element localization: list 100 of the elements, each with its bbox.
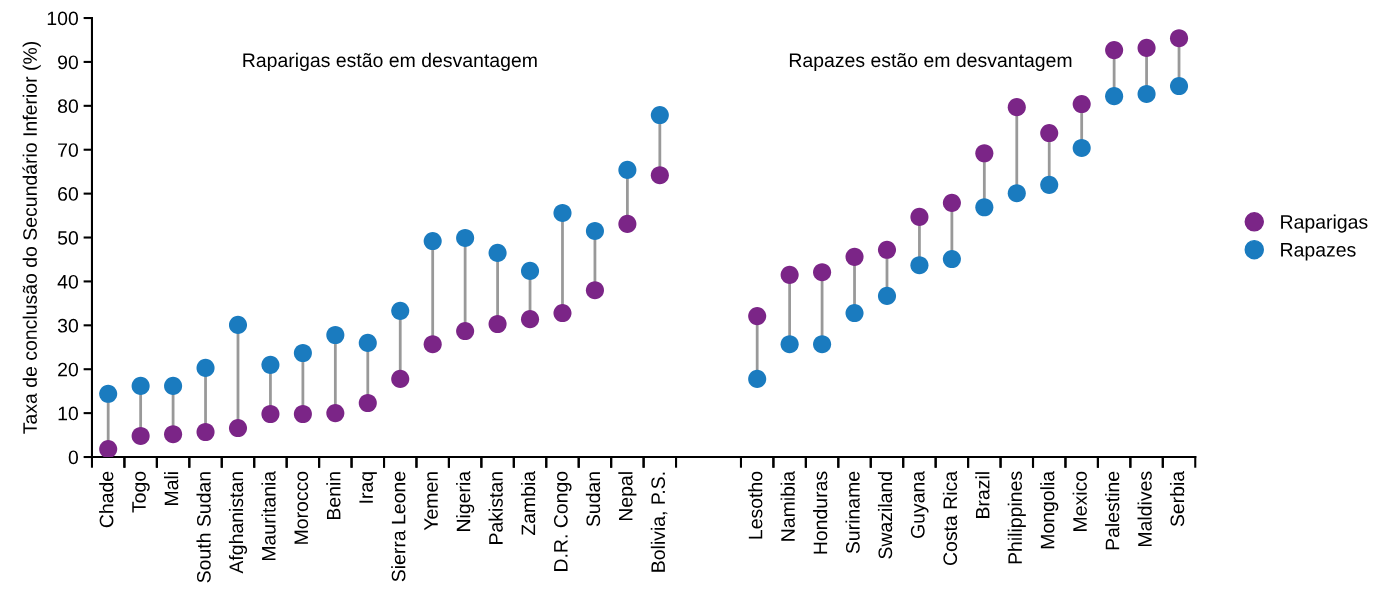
point (99, 440, 118, 458)
x-tick-label: Chade (99, 471, 114, 528)
point (1137, 84, 1156, 104)
point (877, 286, 897, 305)
point (326, 404, 345, 423)
x-tick-label: Serbia (1169, 470, 1185, 527)
point (813, 335, 832, 354)
point (1105, 41, 1124, 60)
point (488, 243, 507, 262)
legend-label: Raparigas (1281, 214, 1368, 233)
x-tick-label: Mali (164, 472, 179, 505)
point (391, 301, 410, 320)
x-tick-label: Nepal (618, 472, 637, 521)
y-tick-label: 70 (58, 143, 79, 157)
x-tick-label: D.R. Congo (553, 471, 572, 571)
x-tick-label: Sudan (585, 472, 601, 527)
x-tick-label: Zambia (520, 470, 536, 536)
point (391, 369, 410, 388)
point (261, 355, 280, 374)
point (456, 321, 475, 341)
point (618, 160, 637, 179)
x-tick-label: Nigeria (456, 470, 475, 531)
x-tick-label: Lesotho (748, 471, 763, 539)
point (618, 214, 637, 233)
point (975, 198, 994, 217)
point (780, 265, 799, 284)
legend-label: Rapazes (1281, 243, 1356, 261)
x-tick-label: Togo (132, 471, 150, 513)
point (1169, 29, 1189, 48)
point (456, 228, 475, 248)
point (845, 247, 864, 266)
x-tick-label: Swaziland (877, 472, 893, 559)
point (585, 281, 604, 300)
y-axis-title: Taxa de conclusão do Secundário Inferior (%) (22, 42, 41, 434)
point (942, 249, 961, 269)
x-tick-label: Brazil (975, 472, 990, 518)
point (1137, 38, 1156, 57)
point (228, 315, 248, 334)
x-tick-label: Pakistan (488, 472, 503, 544)
point (488, 314, 507, 334)
point (780, 335, 799, 354)
point (975, 144, 994, 163)
point (228, 418, 248, 438)
point (293, 343, 312, 363)
point (326, 325, 345, 345)
point (748, 369, 767, 388)
x-tick-label: Benin (326, 472, 341, 520)
point (553, 303, 572, 323)
x-tick-label: South Sudan (196, 472, 211, 583)
point (553, 203, 572, 222)
point (358, 333, 377, 352)
point (910, 256, 929, 275)
y-tick-label: 10 (58, 406, 79, 421)
y-tick-label: 30 (57, 318, 79, 333)
x-tick-label: Yemen (424, 472, 438, 531)
y-tick-label: 50 (57, 230, 79, 245)
point (1040, 123, 1059, 143)
point (1169, 77, 1189, 96)
point (423, 231, 442, 251)
y-tick-label: 100 (47, 11, 79, 26)
point (1072, 95, 1091, 114)
x-tick-label: Maldives (1137, 471, 1152, 547)
y-tick-label: 0 (68, 450, 79, 465)
y-tick-label: 80 (57, 99, 79, 114)
x-tick-label: Philippines (1007, 471, 1026, 564)
point (1007, 184, 1026, 203)
point (942, 193, 961, 212)
x-tick-label: Mexico (1072, 471, 1087, 531)
point (877, 240, 897, 259)
x-tick-label: Costa Rica (942, 470, 958, 566)
point (293, 404, 312, 424)
point (196, 358, 215, 377)
point (520, 261, 540, 280)
point (1007, 98, 1026, 117)
point (585, 221, 604, 240)
point (748, 307, 767, 326)
point (813, 263, 832, 282)
point (520, 310, 540, 329)
point (131, 376, 150, 395)
y-tick-label: 20 (58, 362, 79, 377)
x-tick-label: Sierra Leone (391, 471, 406, 582)
x-tick-label: Palestine (1105, 471, 1120, 550)
x-tick-label: Bolivia, P.S. (650, 472, 668, 572)
point (164, 425, 183, 444)
point (1040, 175, 1059, 194)
point (358, 393, 377, 413)
x-tick-label: Guyana (910, 470, 929, 539)
x-tick-label: Morocco (294, 471, 309, 544)
point (423, 335, 442, 354)
y-tick-label: 60 (58, 187, 79, 201)
point (650, 105, 669, 125)
y-tick-label: 40 (57, 274, 79, 289)
x-tick-label: Mongolia (1040, 470, 1059, 549)
point (650, 166, 669, 185)
x-tick-label: Mauritania (261, 470, 276, 561)
x-tick-label: Suriname (845, 471, 860, 554)
point (1105, 87, 1124, 106)
annotation: Raparigas estão em desvantagem (243, 52, 537, 71)
point (910, 207, 929, 226)
x-tick-label: Honduras (813, 471, 828, 554)
